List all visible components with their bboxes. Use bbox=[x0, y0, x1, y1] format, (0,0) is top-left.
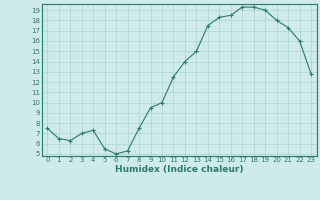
X-axis label: Humidex (Indice chaleur): Humidex (Indice chaleur) bbox=[115, 165, 244, 174]
